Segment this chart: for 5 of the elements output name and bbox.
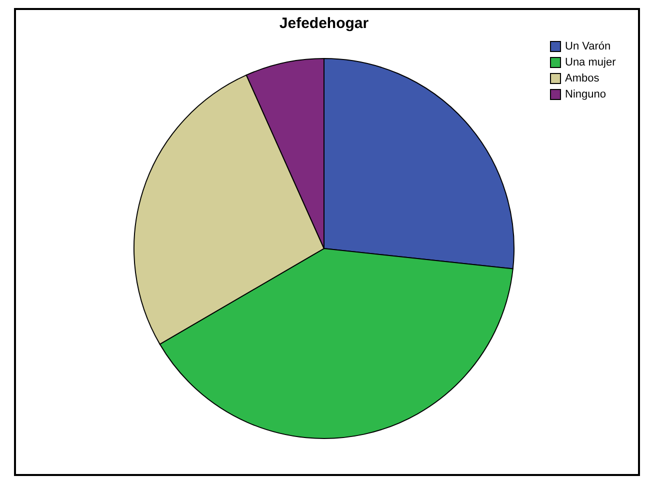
- legend-label: Una mujer: [565, 56, 616, 68]
- legend-label: Un Varón: [565, 40, 611, 52]
- legend-label: Ninguno: [565, 88, 606, 100]
- legend-label: Ambos: [565, 72, 600, 84]
- chart-title: Jefedehogar: [279, 15, 369, 32]
